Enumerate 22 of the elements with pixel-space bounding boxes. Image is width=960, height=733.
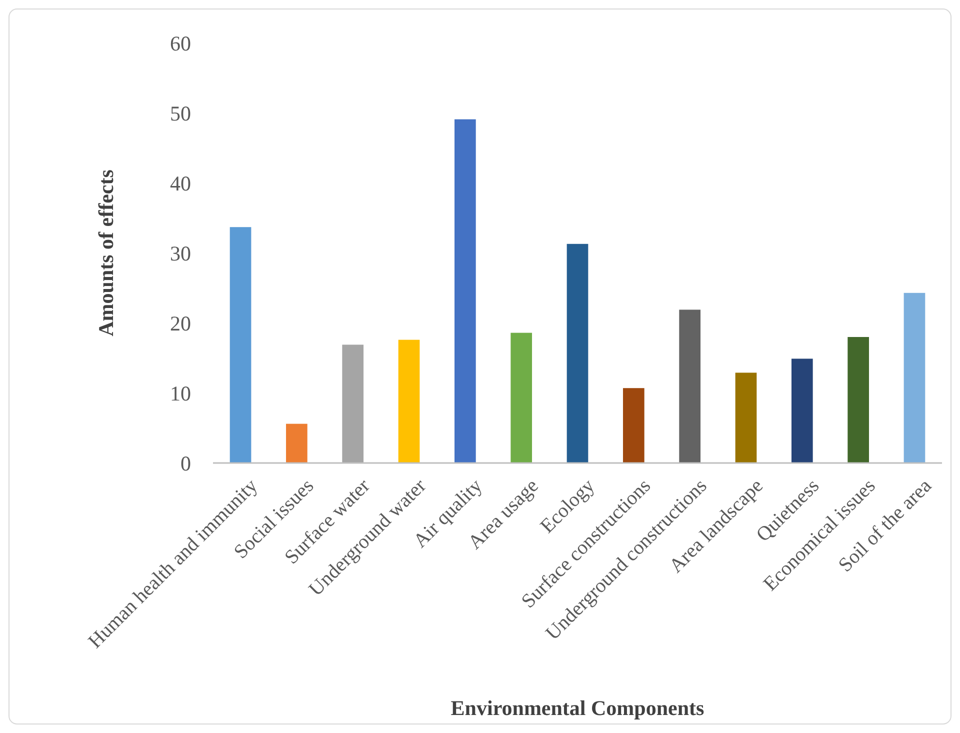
bar <box>791 358 813 463</box>
y-tick-label: 60 <box>170 31 191 56</box>
y-tick-label: 40 <box>170 171 191 196</box>
bar <box>398 340 420 463</box>
bar <box>510 332 532 463</box>
bar <box>230 227 252 463</box>
bar <box>622 388 644 463</box>
bar <box>735 372 757 463</box>
y-axis-title: Amounts of effects <box>94 170 118 336</box>
bar <box>566 244 588 463</box>
bar <box>679 310 700 463</box>
bar <box>342 344 364 463</box>
bar <box>848 337 869 463</box>
bar <box>286 424 308 463</box>
y-tick-label: 50 <box>170 101 191 126</box>
bar <box>904 292 926 463</box>
y-tick-label: 20 <box>170 311 191 336</box>
bar <box>454 119 476 463</box>
y-tick-label: 10 <box>170 381 191 406</box>
y-tick-label: 30 <box>170 241 191 266</box>
x-axis-title: Environmental Components <box>450 696 704 720</box>
y-tick-label: 0 <box>180 451 191 476</box>
